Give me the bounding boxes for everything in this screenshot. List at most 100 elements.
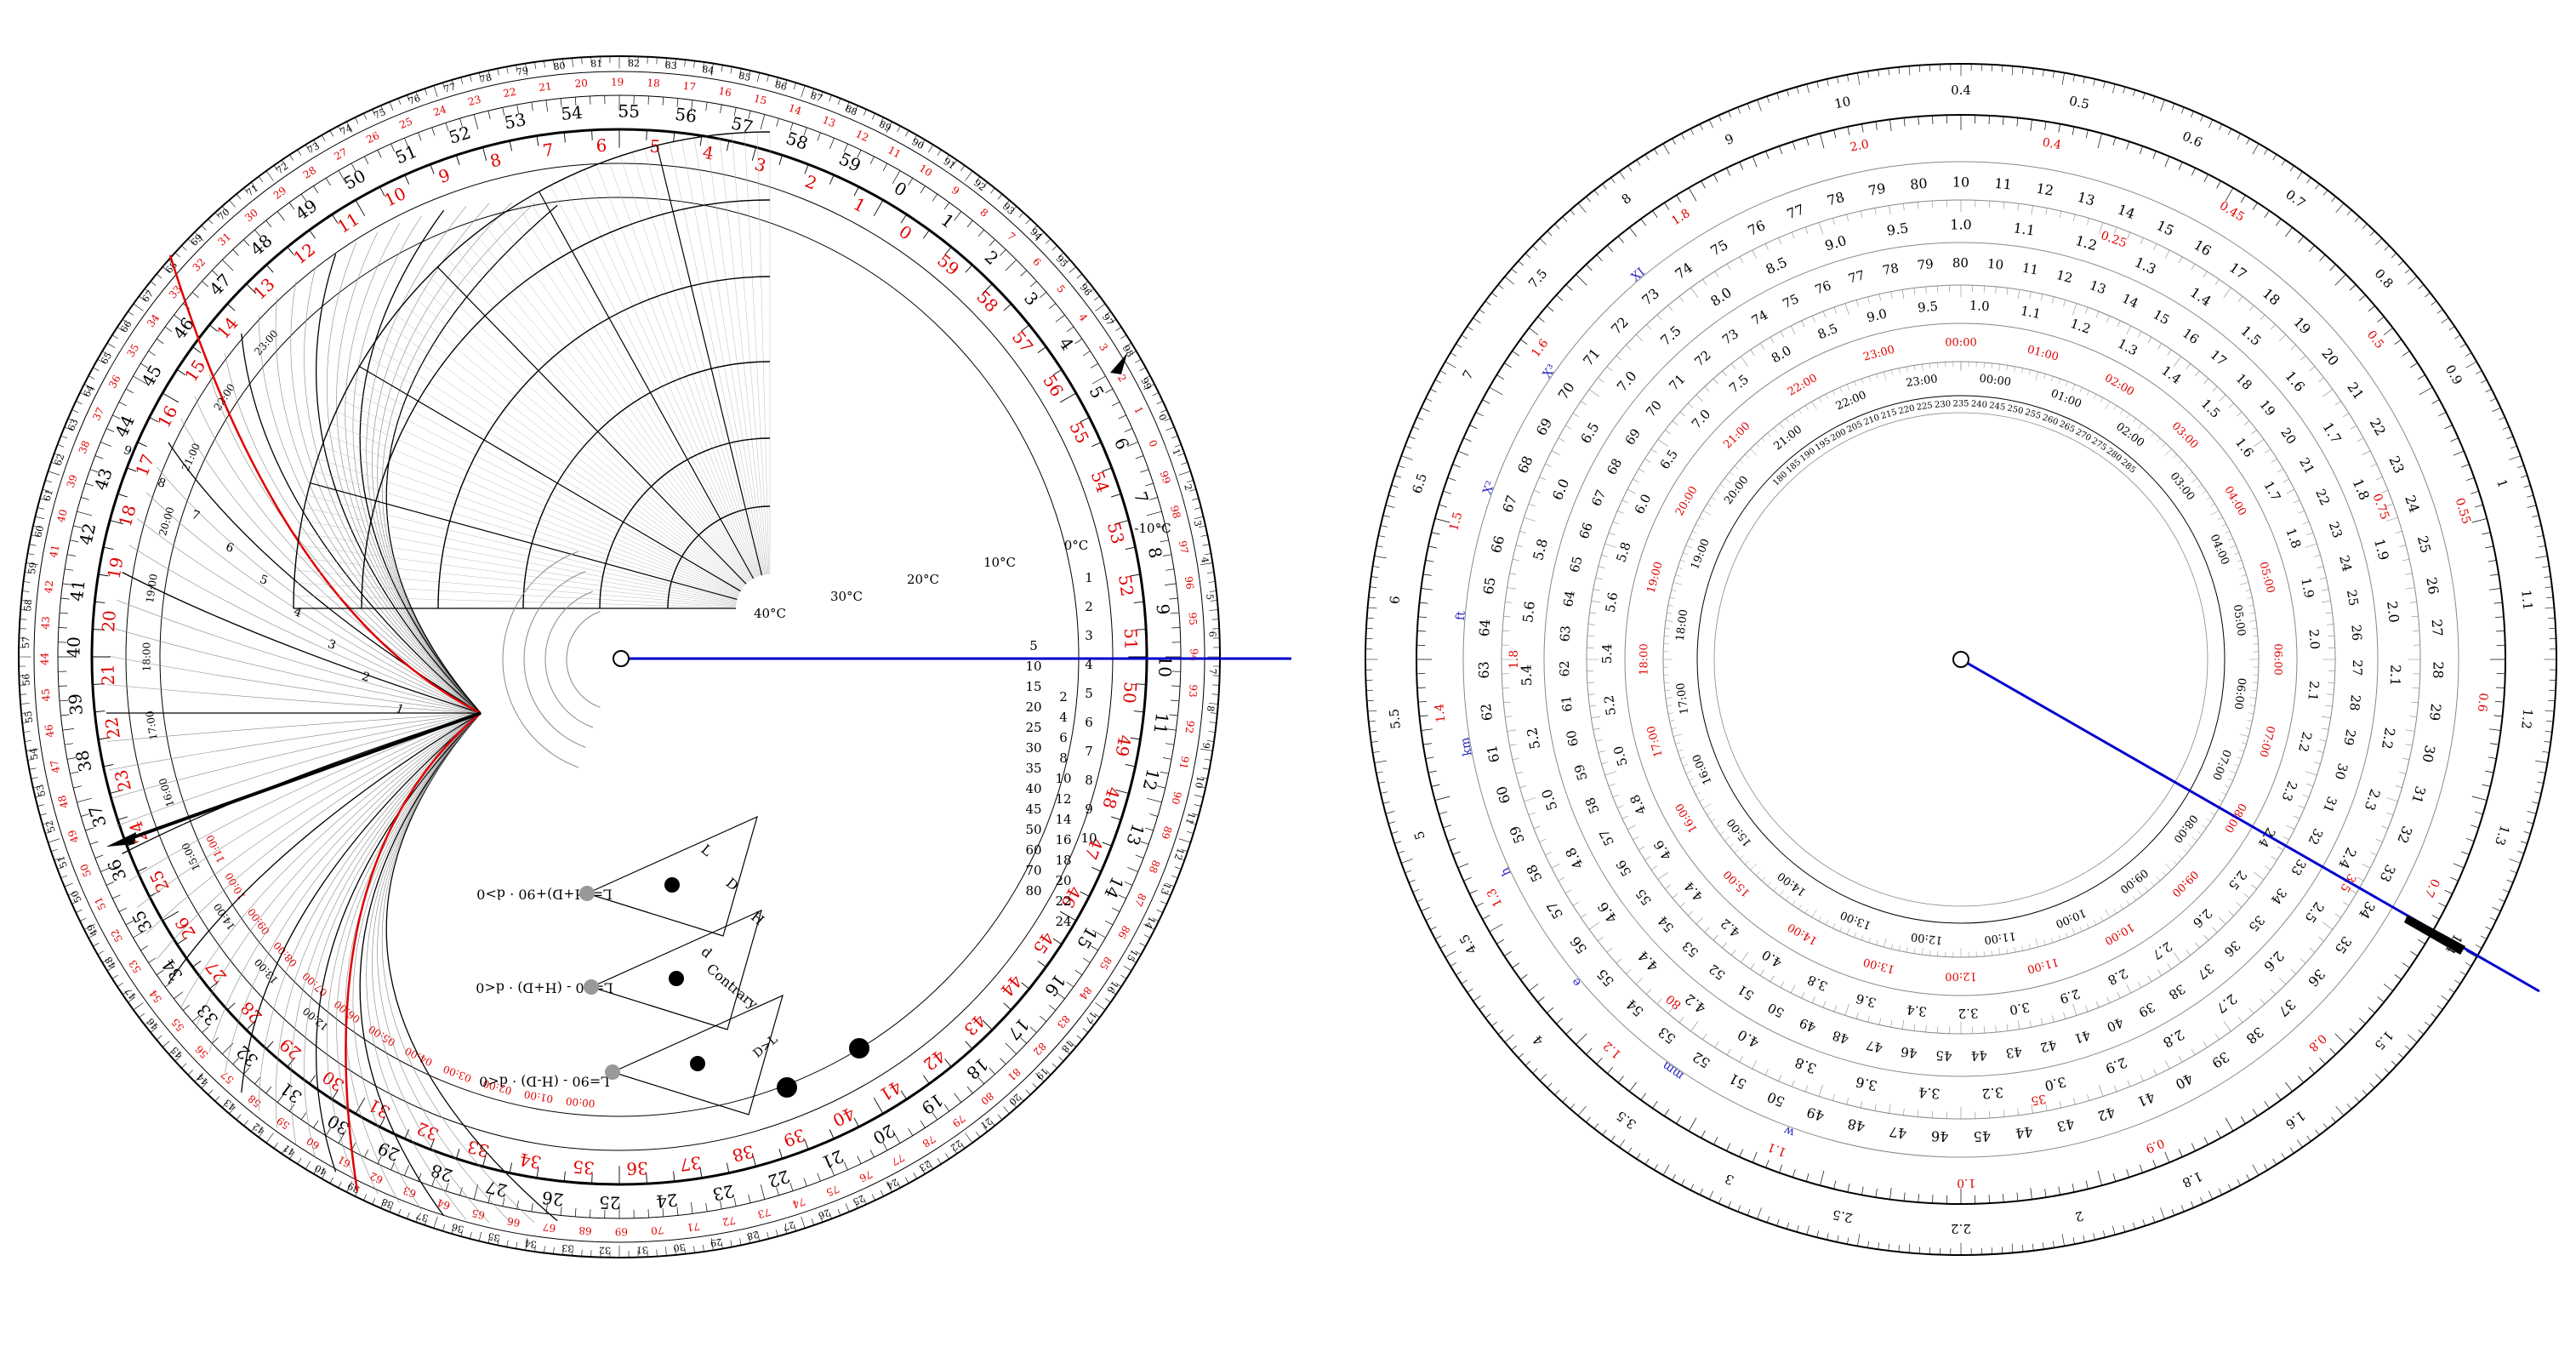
fan-curve bbox=[194, 712, 482, 1030]
grid-ray bbox=[326, 434, 738, 596]
outer-ring-label: 42 bbox=[75, 522, 100, 547]
outer-ring-label: 37 bbox=[84, 803, 110, 830]
outer-ring-label-red: 52 bbox=[1114, 573, 1137, 598]
ring-label: 44 bbox=[2015, 1123, 2034, 1142]
unit-mark: XI bbox=[1629, 265, 1648, 284]
ring-label: 13 bbox=[2076, 189, 2097, 209]
grid-ray bbox=[632, 151, 761, 576]
rim-label-red: 83 bbox=[1055, 1013, 1073, 1030]
hour-label: 06:00 bbox=[2231, 677, 2248, 710]
rim-label-red: 24 bbox=[432, 103, 448, 118]
fan-curve bbox=[168, 712, 482, 984]
ring-label: 37 bbox=[2275, 996, 2299, 1020]
ring-label: 68 bbox=[1604, 456, 1625, 477]
grid-ray bbox=[411, 294, 745, 586]
ring-label: 6.0 bbox=[1549, 476, 1572, 503]
hour-label: 22:00 bbox=[1834, 389, 1868, 413]
ring-label: 3.6 bbox=[1855, 990, 1878, 1011]
outer-scale-label-red: 0.7 bbox=[2421, 876, 2442, 899]
rim-label: 89 bbox=[877, 118, 892, 134]
ring-label: 76 bbox=[1746, 217, 1769, 239]
dip-label: 7 bbox=[1085, 744, 1093, 759]
ring-label: 48 bbox=[1846, 1116, 1866, 1135]
rim-label-red: 63 bbox=[402, 1184, 418, 1201]
rim-label-red: 11 bbox=[886, 144, 903, 161]
rim-label-red: 69 bbox=[615, 1225, 628, 1237]
dip-label: 6 bbox=[1059, 730, 1068, 745]
outer-ring-label-red: 17 bbox=[131, 451, 158, 479]
rim-label-red: 82 bbox=[1031, 1040, 1049, 1058]
grid-ray bbox=[335, 411, 739, 595]
outer-ring-label: 15 bbox=[1073, 923, 1102, 952]
ring-label: 19 bbox=[2256, 397, 2278, 419]
ring-label: 11 bbox=[1994, 175, 2013, 193]
fan-curve bbox=[157, 466, 482, 714]
outer-scale-label: 0.8 bbox=[2371, 265, 2396, 291]
hour-label-red: 14:00 bbox=[1786, 920, 1820, 947]
ring-label: 30 bbox=[2332, 762, 2351, 781]
rim-label: 99 bbox=[1138, 376, 1154, 391]
outer-scale-label-red: 0.8 bbox=[2305, 1031, 2328, 1054]
rim-label-red: 47 bbox=[48, 759, 63, 774]
rim-label-red: 12 bbox=[854, 128, 871, 144]
ring-label: 29 bbox=[2426, 703, 2444, 722]
rim-label-red: 49 bbox=[66, 829, 81, 845]
dip-label: 40 bbox=[1025, 781, 1041, 796]
outer-ring-label: 18 bbox=[962, 1054, 992, 1084]
ring-label: 1.6 bbox=[2232, 435, 2257, 460]
outer-ring-label: 40 bbox=[63, 636, 83, 659]
outer-scale-label: 0.7 bbox=[2282, 186, 2308, 211]
hour-label-red: 00:00 bbox=[1945, 337, 1976, 350]
outer-ring-label-red: 0 bbox=[895, 221, 915, 244]
fan-curve bbox=[241, 334, 482, 714]
rim-label-red: 25 bbox=[397, 115, 413, 131]
left-rim-ticks bbox=[19, 56, 1220, 1258]
rim-label: 87 bbox=[809, 90, 824, 105]
outer-scale-label: 1.2 bbox=[2518, 708, 2535, 730]
rim-label: 51 bbox=[55, 854, 70, 870]
rim-label-red: 6 bbox=[1030, 255, 1043, 268]
ring-label: 43 bbox=[2005, 1044, 2023, 1061]
formula: L=90 - (H+D) · d<0 bbox=[476, 980, 613, 996]
outer-ring-label: 17 bbox=[1004, 1014, 1034, 1044]
ring-label: 33 bbox=[2376, 862, 2398, 885]
ring-label: 77 bbox=[1785, 201, 1807, 222]
ring-label: 31 bbox=[2320, 794, 2340, 814]
rim-label: 58 bbox=[22, 599, 34, 612]
outer-scale-label: 9 bbox=[1723, 131, 1736, 148]
right-inner-ring bbox=[1713, 412, 2208, 907]
degree-label: 220 bbox=[1898, 403, 1916, 416]
dip-label: 10 bbox=[1080, 830, 1097, 846]
rose-arc bbox=[544, 591, 594, 728]
ring-label: 14 bbox=[2120, 290, 2141, 311]
right-circular-slide-rule[interactable]: 0.4 0.5 0.6 0.7 0.8 0.9 1 1.1 1.2 1.3 1.4 1.5 1.6 1.8… bbox=[1365, 63, 2557, 1256]
hour-label: 05:00 bbox=[2231, 603, 2248, 636]
ring-label: 22 bbox=[2312, 487, 2333, 508]
outer-ring-label: 11 bbox=[1149, 711, 1172, 735]
ring-label: 1.5 bbox=[2237, 322, 2265, 349]
rim-label: 85 bbox=[738, 70, 751, 83]
ring-label: 22 bbox=[2367, 415, 2390, 438]
grid-ray bbox=[506, 211, 752, 580]
ring-label: 66 bbox=[1576, 521, 1596, 541]
rim-label-red: 1 bbox=[1131, 405, 1145, 416]
fan-curve bbox=[108, 712, 482, 771]
hour-label: 10:00 bbox=[2054, 906, 2088, 930]
rim-label-red: 66 bbox=[506, 1215, 521, 1230]
fan-curve bbox=[377, 202, 512, 714]
outer-ring-label: 53 bbox=[503, 109, 528, 133]
ring-label: 66 bbox=[1488, 534, 1507, 555]
moon-icon bbox=[849, 1038, 869, 1058]
fan-curve bbox=[122, 572, 482, 714]
hour-label-red: 15:00 bbox=[1721, 867, 1752, 899]
degree-label: 250 bbox=[2006, 403, 2024, 416]
grid-ray bbox=[744, 132, 769, 575]
grid-ray bbox=[322, 446, 738, 597]
diagram-dot bbox=[669, 971, 684, 986]
hour-label: 20:00 bbox=[157, 505, 176, 537]
fan-curve bbox=[359, 712, 482, 1217]
outer-scale-label: 2 bbox=[2074, 1208, 2085, 1225]
rim-label: 90 bbox=[910, 136, 926, 151]
